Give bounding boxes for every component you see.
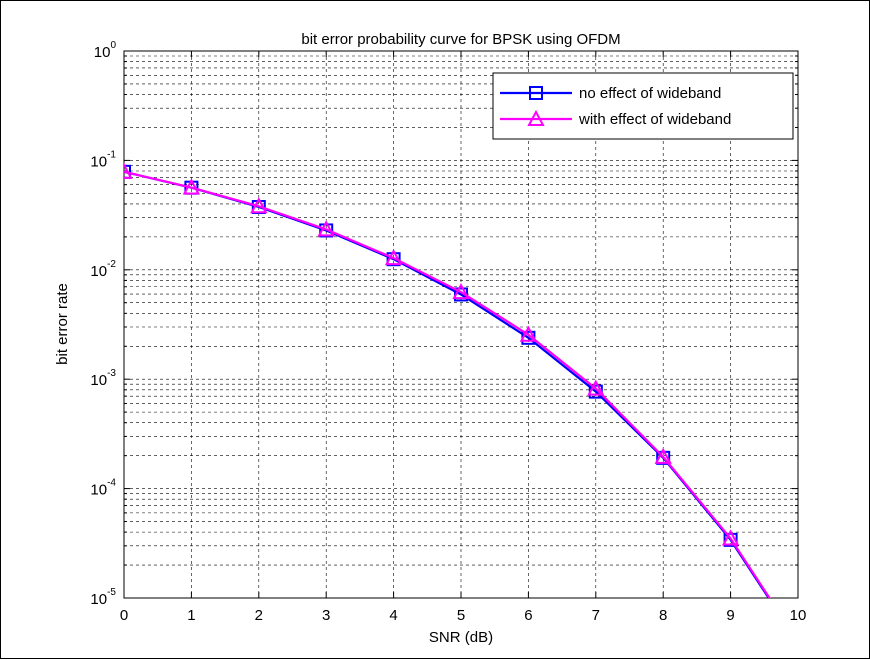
x-tick-label: 7 xyxy=(592,607,600,624)
legend-label: no effect of wideband xyxy=(579,85,721,102)
triangle-marker xyxy=(452,283,470,300)
chart-title: bit error probability curve for BPSK usi… xyxy=(301,31,620,48)
square-marker xyxy=(124,164,131,179)
x-tick-label: 1 xyxy=(187,607,195,624)
x-tick-label: 6 xyxy=(524,607,532,624)
triangle-marker xyxy=(250,197,268,214)
y-tick-label: 10-4 xyxy=(90,478,116,499)
triangle-marker xyxy=(519,325,538,342)
legend-box xyxy=(492,72,794,140)
y-axis-label: bit error rate xyxy=(54,283,71,365)
legend-label: with effect of wideband xyxy=(578,111,731,128)
triangle-marker xyxy=(124,162,133,179)
triangle-marker xyxy=(317,220,335,237)
square-marker xyxy=(723,532,738,547)
x-tick-label: 3 xyxy=(322,607,330,624)
triangle-marker xyxy=(182,178,201,195)
y-tick-label: 100 xyxy=(94,40,117,61)
legend-entry-1: no effect of wideband xyxy=(500,85,721,102)
x-axis-label: SNR (dB) xyxy=(429,629,493,646)
y-tick-label: 10-5 xyxy=(90,587,116,608)
x-tick-label: 8 xyxy=(659,607,667,624)
y-tick-label: 10-1 xyxy=(90,149,116,170)
y-tick-label: 10-2 xyxy=(90,259,116,280)
series-layer xyxy=(124,162,771,598)
series-2 xyxy=(124,162,771,598)
triangle-marker xyxy=(384,248,403,266)
x-tick-label: 10 xyxy=(790,607,807,624)
triangle-marker xyxy=(587,379,605,396)
ticks: 0 1 2 3 4 5 6 7 8 9 10 100 10-1 10-2 10-3 10-4 10-5 xyxy=(90,40,806,624)
x-tick-label: 0 xyxy=(120,607,128,624)
legend-marker xyxy=(529,86,543,100)
triangle-marker xyxy=(654,447,672,464)
y-tick-label: 10-3 xyxy=(90,368,116,389)
legend: no effect of wideband with effect of wide… xyxy=(492,72,794,140)
legend-marker xyxy=(527,109,545,126)
x-tick-label: 9 xyxy=(726,607,734,624)
legend-entry-2: with effect of wideband xyxy=(500,109,731,128)
triangle-marker xyxy=(721,529,740,546)
series-line xyxy=(124,170,771,598)
x-tick-label: 5 xyxy=(457,607,465,624)
x-tick-label: 4 xyxy=(389,607,397,624)
square-marker xyxy=(386,252,401,267)
x-tick-label: 2 xyxy=(255,607,263,624)
